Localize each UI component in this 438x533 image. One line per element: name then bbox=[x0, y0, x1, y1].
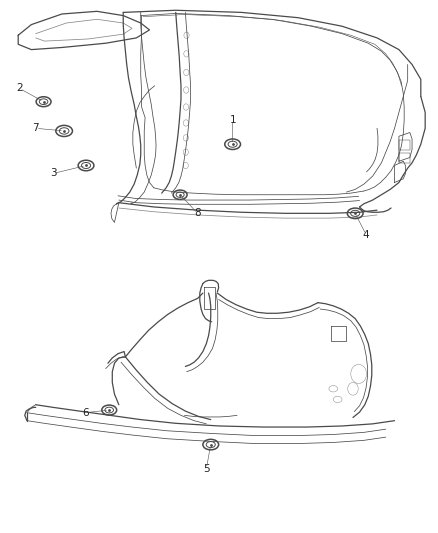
Text: 6: 6 bbox=[81, 408, 88, 418]
Bar bbox=[398, 154, 409, 163]
Text: 7: 7 bbox=[32, 123, 39, 133]
Bar bbox=[398, 140, 409, 150]
Text: 8: 8 bbox=[194, 208, 201, 219]
Text: 4: 4 bbox=[362, 230, 368, 240]
Text: 5: 5 bbox=[203, 464, 209, 473]
Text: 2: 2 bbox=[16, 83, 23, 93]
Text: 1: 1 bbox=[229, 115, 235, 125]
Text: 3: 3 bbox=[50, 168, 57, 179]
